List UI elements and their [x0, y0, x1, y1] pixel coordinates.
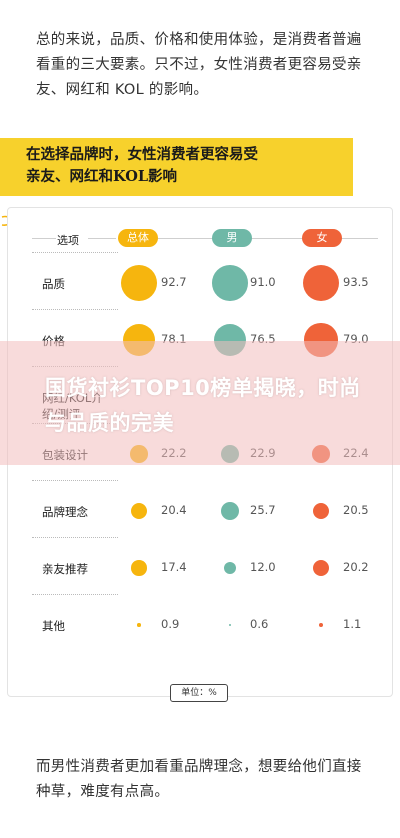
row-divider [32, 480, 118, 482]
closing-paragraph: 而男性消费者更加看重品牌理念，想要给他们直接种草，难度有点高。 [36, 758, 362, 800]
row-label: 其他 [42, 619, 65, 633]
bubble-total [121, 265, 157, 301]
value-male: 12.0 [250, 560, 276, 574]
header-divider [88, 238, 116, 239]
unit-label: 单位：% [170, 684, 228, 702]
banner-text: 在选择品牌时，女性消费者更容易受 亲友、网红和KOL影响 [26, 144, 258, 188]
value-female: 20.5 [343, 503, 369, 517]
bubble-total [131, 560, 147, 576]
row-divider [32, 594, 118, 596]
value-female: 1.1 [343, 617, 362, 631]
intro-paragraph: 总的来说，品质、价格和使用体验，是消费者普遍看重的三大要素。只不过，女性消费者更… [36, 31, 362, 98]
value-female: 93.5 [343, 275, 369, 289]
table-row: 亲友推荐 17.4 12.0 20.2 [18, 537, 388, 594]
row-divider [32, 309, 118, 311]
bubble-male [228, 623, 232, 627]
table-row: 品牌理念 20.4 25.7 20.5 [18, 480, 388, 537]
column-header-male: 男 [212, 229, 252, 247]
column-header-female: 女 [302, 229, 342, 247]
bubble-male [220, 501, 240, 521]
header-divider [32, 238, 56, 239]
article-title: 国货衬衫TOP10榜单揭晓，时尚与品质的完美 [45, 376, 361, 435]
row-divider [32, 252, 118, 254]
banner-line-1: 在选择品牌时，女性消费者更容易受 [26, 146, 258, 163]
title-overlay [0, 341, 400, 465]
row-label: 品牌理念 [42, 505, 88, 519]
bubble-female [312, 559, 330, 577]
table-row: 其他 0.9 0.6 1.1 [18, 594, 388, 651]
row-label: 亲友推荐 [42, 562, 88, 576]
column-header-total: 总体 [118, 229, 158, 247]
bubble-total [130, 502, 148, 520]
bubble-female [312, 502, 330, 520]
value-total: 0.9 [161, 617, 180, 631]
value-female: 20.2 [343, 560, 369, 574]
bubble-total [137, 623, 141, 627]
row-divider [32, 537, 118, 539]
bubble-female [319, 623, 323, 627]
bubble-male [223, 561, 237, 575]
table-row: 品质 92.7 91.0 93.5 [18, 252, 388, 309]
column-header-option: 选项 [57, 234, 79, 247]
headline-banner: 在选择品牌时，女性消费者更容易受 亲友、网红和KOL影响 [0, 138, 353, 196]
value-male: 91.0 [250, 275, 276, 289]
value-male: 25.7 [250, 503, 276, 517]
value-total: 92.7 [161, 275, 187, 289]
bubble-male [212, 265, 248, 301]
value-total: 17.4 [161, 560, 187, 574]
banner-line-2: 亲友、网红和KOL影响 [26, 168, 178, 185]
value-male: 0.6 [250, 617, 269, 631]
bubble-female [303, 265, 339, 301]
value-total: 20.4 [161, 503, 187, 517]
row-label: 品质 [42, 277, 65, 291]
